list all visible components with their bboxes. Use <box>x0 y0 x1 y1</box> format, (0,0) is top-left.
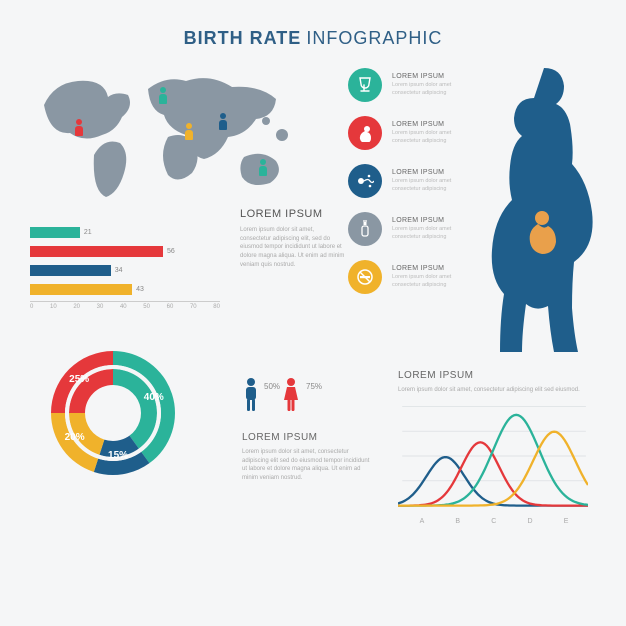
bar-row: 56 <box>30 244 230 258</box>
page-title: BIRTH RATE INFOGRAPHIC <box>30 28 596 49</box>
bar-row: 21 <box>30 225 230 239</box>
female-percent: 75% <box>306 382 322 391</box>
icon-item-title: LOREM IPSUM <box>392 265 478 272</box>
donut-percent: 15% <box>108 450 128 461</box>
curves-xlabels: ABCDE <box>404 518 584 525</box>
distribution-chart: LOREM IPSUM Lorem ipsum dolor sit amet, … <box>398 370 593 525</box>
map-svg <box>30 63 310 213</box>
icon-list-item: LOREM IPSUM Lorem ipsum dolor amet consec… <box>348 68 478 102</box>
title-bold: BIRTH RATE <box>184 28 302 48</box>
bar-chart: 21 56 34 43 01020304050607080 <box>30 225 230 310</box>
donut-percent: 40% <box>144 392 164 403</box>
bar-value: 43 <box>136 286 144 293</box>
bar-value: 21 <box>84 229 92 236</box>
bar-chart-xaxis: 01020304050607080 <box>30 301 220 310</box>
bar-value: 34 <box>115 267 123 274</box>
gender-heading: LOREM IPSUM <box>242 432 372 443</box>
curve-series <box>398 457 588 505</box>
title-light: INFOGRAPHIC <box>306 28 442 48</box>
male-percent: 50% <box>264 382 280 391</box>
icon-item-desc: Lorem ipsum dolor amet consectetur adipi… <box>392 178 478 193</box>
lorem-heading: LOREM IPSUM <box>240 208 345 220</box>
icon-item-title: LOREM IPSUM <box>392 121 478 128</box>
icon-list-item: LOREM IPSUM Lorem ipsum dolor amet consec… <box>348 212 478 246</box>
bar <box>30 265 111 276</box>
pregnant-woman-silhouette <box>478 64 598 354</box>
bar <box>30 227 80 238</box>
sperm-icon <box>348 164 382 198</box>
gender-body: Lorem ipsum dolor sit amet, consectetur … <box>242 448 372 483</box>
gender-comparison: 50% 75% <box>242 378 300 412</box>
map-marker <box>184 123 194 139</box>
icon-list: LOREM IPSUM Lorem ipsum dolor amet consec… <box>348 68 478 308</box>
curves-body: Lorem ipsum dolor sit amet, consectetur … <box>398 386 593 395</box>
gender-description: LOREM IPSUM Lorem ipsum dolor sit amet, … <box>242 432 372 483</box>
donut-percent: 20% <box>65 432 85 443</box>
glass-icon <box>348 68 382 102</box>
fetus-icon <box>348 116 382 150</box>
bar-row: 34 <box>30 263 230 277</box>
world-map <box>30 63 310 213</box>
icon-list-item: LOREM IPSUM Lorem ipsum dolor amet consec… <box>348 260 478 294</box>
map-marker <box>158 87 168 103</box>
map-marker <box>74 119 84 135</box>
bar <box>30 284 132 295</box>
map-marker <box>218 113 228 129</box>
icon-item-desc: Lorem ipsum dolor amet consectetur adipi… <box>392 226 478 241</box>
bar <box>30 246 163 257</box>
bottle-icon <box>348 212 382 246</box>
icon-item-desc: Lorem ipsum dolor amet consectetur adipi… <box>392 130 478 145</box>
icon-item-desc: Lorem ipsum dolor amet consectetur adipi… <box>392 274 478 289</box>
icon-item-title: LOREM IPSUM <box>392 73 478 80</box>
map-marker <box>258 159 268 175</box>
donut-chart: 40% 15% 20% 25% <box>38 338 208 493</box>
icon-item-title: LOREM IPSUM <box>392 217 478 224</box>
donut-percent: 25% <box>69 374 89 385</box>
map-description: LOREM IPSUM Lorem ipsum dolor sit amet, … <box>240 208 345 269</box>
curve-series <box>398 431 588 505</box>
curves-heading: LOREM IPSUM <box>398 370 593 381</box>
icon-item-desc: Lorem ipsum dolor amet consectetur adipi… <box>392 82 478 97</box>
lorem-body: Lorem ipsum dolor sit amet, consectetur … <box>240 226 345 269</box>
bar-row: 43 <box>30 282 230 296</box>
bar-value: 56 <box>167 248 175 255</box>
female-figure: 75% <box>282 378 300 412</box>
nosmoke-icon <box>348 260 382 294</box>
male-figure: 50% <box>242 378 260 412</box>
icon-list-item: LOREM IPSUM Lorem ipsum dolor amet consec… <box>348 164 478 198</box>
curve-series <box>398 415 588 506</box>
icon-list-item: LOREM IPSUM Lorem ipsum dolor amet consec… <box>348 116 478 150</box>
icon-item-title: LOREM IPSUM <box>392 169 478 176</box>
